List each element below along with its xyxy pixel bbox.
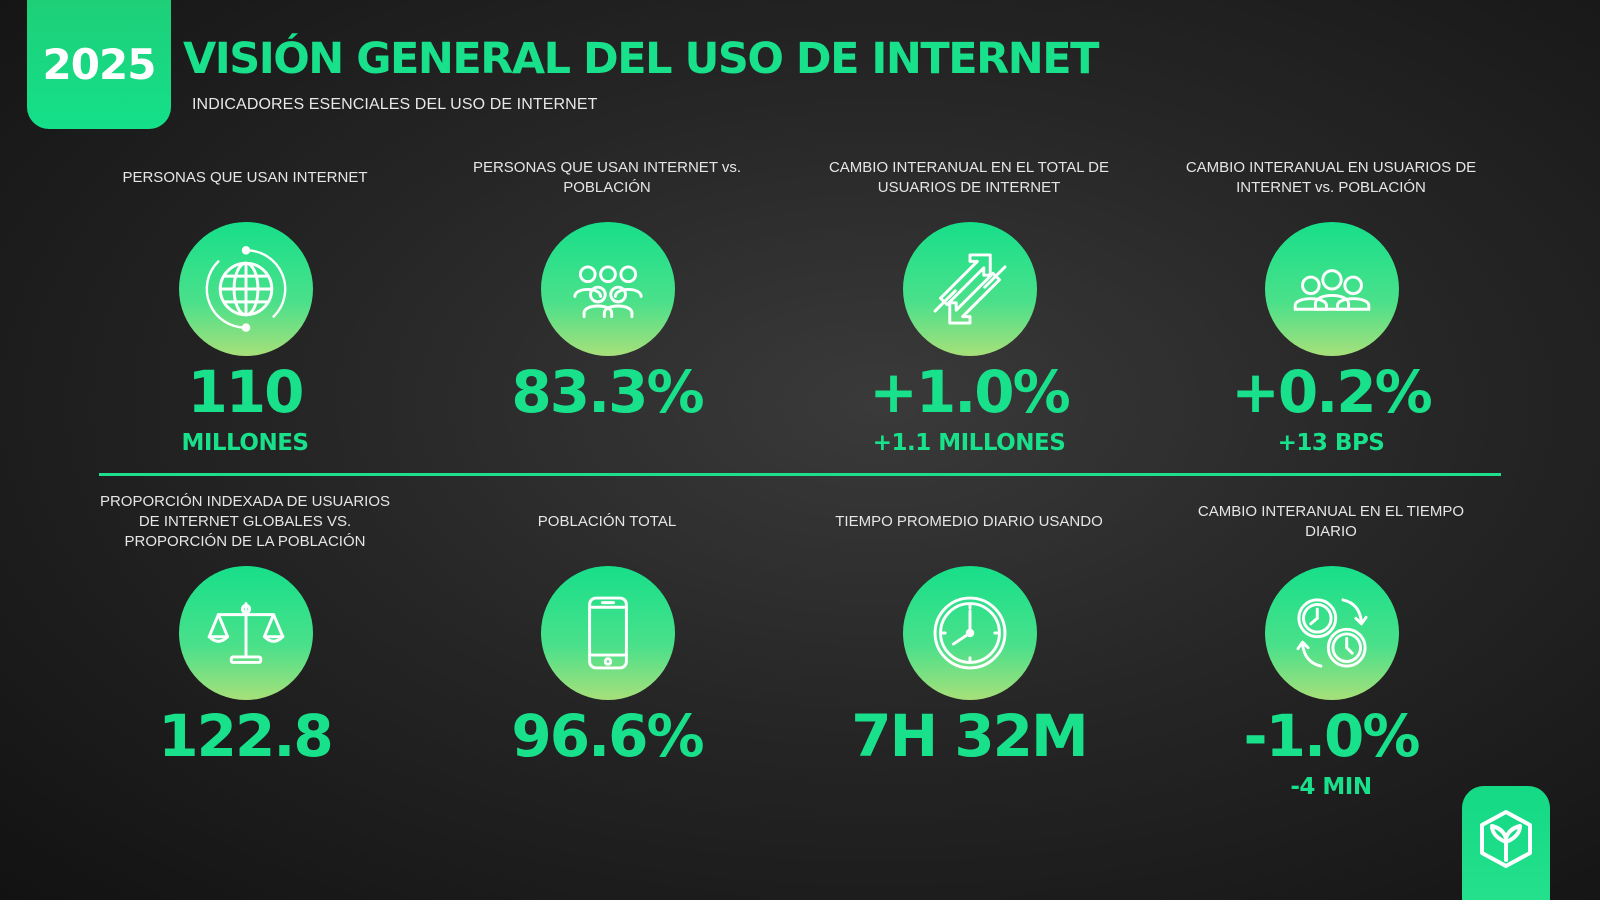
globe-icon: [179, 222, 313, 356]
page-title: VISIÓN GENERAL DEL USO DE INTERNET: [183, 34, 1099, 84]
stat-label: CAMBIO INTERANUAL EN EL TOTAL DE USUARIO…: [828, 158, 1110, 196]
stat-value: 110: [187, 358, 304, 426]
section-divider: [99, 473, 1501, 476]
page-subtitle: INDICADORES ESENCIALES DEL USO DE INTERN…: [192, 96, 598, 113]
stat-value: +0.2%: [1231, 358, 1432, 426]
stat-card-internet-users: PERSONAS QUE USAN INTERNET 110 MILLONES: [75, 140, 415, 480]
stat-subvalue: +1.1 MILLONES: [872, 430, 1066, 456]
stat-subvalue: -4 MIN: [1290, 774, 1372, 800]
stat-label: PERSONAS QUE USAN INTERNET vs. POBLACIÓN: [472, 158, 742, 196]
cube-leaf-logo-icon: [1480, 810, 1532, 868]
clock-icon: [903, 566, 1037, 700]
stat-card-daily-time: TIEMPO PROMEDIO DIARIO USANDO 7H 32M: [799, 484, 1139, 824]
up-down-arrows-icon: [903, 222, 1037, 356]
stat-value: -1.0%: [1243, 702, 1421, 770]
stat-card-total-population: POBLACIÓN TOTAL 96.6%: [437, 484, 777, 824]
stat-label: PERSONAS QUE USAN INTERNET: [122, 168, 368, 186]
smartphone-icon: [541, 566, 675, 700]
stats-row-bottom: PROPORCIÓN INDEXADA DE USUARIOS DE INTER…: [75, 484, 1525, 824]
stat-label: TIEMPO PROMEDIO DIARIO USANDO: [835, 512, 1103, 530]
stat-label: PROPORCIÓN INDEXADA DE USUARIOS DE INTER…: [99, 492, 391, 550]
brand-logo: [1462, 786, 1550, 900]
stat-value: 7H 32M: [851, 702, 1089, 770]
stat-value: 83.3%: [511, 358, 704, 426]
three-people-icon: [1265, 222, 1399, 356]
stat-card-users-vs-population: PERSONAS QUE USAN INTERNET vs. POBLACIÓN…: [437, 140, 777, 480]
stat-value: 122.8: [158, 702, 333, 770]
stat-card-yoy-daily-time: CAMBIO INTERANUAL EN EL TIEMPO DIARIO -1…: [1161, 484, 1501, 824]
clocks-cycle-icon: [1265, 566, 1399, 700]
balance-scale-icon: [179, 566, 313, 700]
year-text: 2025: [42, 40, 157, 89]
stat-subvalue: +13 BPS: [1277, 430, 1385, 456]
stat-card-indexed-share: PROPORCIÓN INDEXADA DE USUARIOS DE INTER…: [75, 484, 415, 824]
stat-value: +1.0%: [869, 358, 1070, 426]
stat-value: 96.6%: [511, 702, 704, 770]
stat-subvalue: MILLONES: [181, 430, 309, 456]
stats-row-top: PERSONAS QUE USAN INTERNET 110 MILLONES …: [75, 140, 1525, 480]
stat-card-yoy-vs-population: CAMBIO INTERANUAL EN USUARIOS DE INTERNE…: [1161, 140, 1501, 480]
stat-card-yoy-users: CAMBIO INTERANUAL EN EL TOTAL DE USUARIO…: [799, 140, 1139, 480]
stat-label: POBLACIÓN TOTAL: [537, 512, 677, 530]
year-badge: 2025: [27, 0, 171, 129]
people-group-icon: [541, 222, 675, 356]
stat-label: CAMBIO INTERANUAL EN EL TIEMPO DIARIO: [1197, 502, 1465, 540]
stat-label: CAMBIO INTERANUAL EN USUARIOS DE INTERNE…: [1185, 158, 1477, 196]
